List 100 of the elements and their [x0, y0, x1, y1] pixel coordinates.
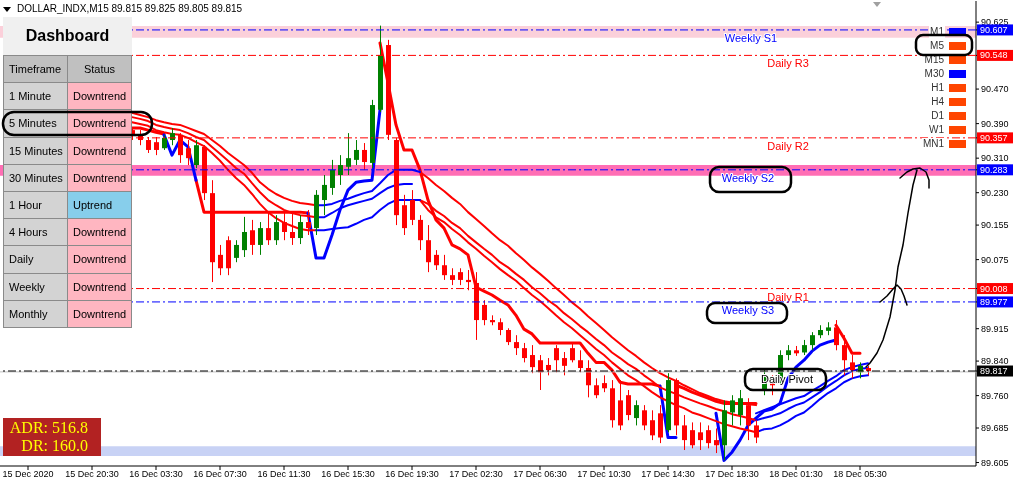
candlestick — [570, 341, 575, 363]
candlestick — [554, 344, 559, 373]
candlestick — [410, 189, 415, 226]
candlestick — [594, 377, 599, 399]
category-label: 1 Hour — [3, 191, 68, 220]
ref-line-label: Daily R2 — [767, 139, 809, 152]
candlestick — [698, 421, 703, 451]
candlestick — [562, 351, 567, 376]
candlestick — [330, 159, 335, 196]
x-tick-label: 15 Dec 20:30 — [65, 469, 119, 480]
y-tick-label: 90.310 — [981, 153, 1009, 164]
candlestick — [290, 212, 295, 246]
annotation: Downtrend — [67, 163, 132, 192]
x-tick-label: 17 Dec 10:30 — [577, 469, 631, 480]
category-label: 5 Minutes — [3, 109, 68, 138]
annotation: Downtrend — [67, 299, 132, 328]
candlestick — [194, 139, 199, 169]
candlestick — [322, 174, 327, 216]
category-label: 30 Minutes — [3, 163, 68, 192]
category-label: M30 — [923, 67, 945, 80]
candlestick — [234, 239, 239, 263]
candlestick — [650, 409, 655, 441]
candlestick — [642, 404, 647, 431]
candlestick — [442, 254, 447, 281]
x-tick-label: 16 Dec 19:30 — [385, 469, 439, 480]
candlestick — [706, 424, 711, 449]
candlestick — [274, 214, 279, 246]
y-tick-label: 90.155 — [981, 220, 1009, 231]
candlestick — [266, 211, 271, 246]
category-label: 15 Minutes — [3, 136, 68, 165]
category-label: 1 Minute — [3, 82, 68, 111]
annotation: DR: 160.0 — [20, 437, 88, 455]
y-tick-label: 90.470 — [981, 84, 1009, 95]
y-tick-label: 90.283 — [980, 164, 1008, 175]
annotation: Downtrend — [67, 272, 132, 301]
y-tick-label: 90.548 — [980, 50, 1008, 61]
category-label: 4 Hours — [3, 218, 68, 247]
candlestick — [514, 334, 519, 356]
candlestick — [402, 194, 407, 236]
y-tick-label: 90.357 — [980, 132, 1008, 143]
candlestick — [258, 221, 263, 256]
category-label: W1 — [928, 124, 945, 137]
candlestick — [242, 216, 247, 258]
annotation: ADR: 516.8 — [8, 419, 88, 437]
candlestick — [730, 394, 735, 426]
x-tick-label: 18 Dec 01:30 — [769, 469, 823, 480]
y-tick-label: 90.008 — [980, 283, 1008, 294]
category-label: MN1 — [921, 138, 945, 151]
candlestick — [250, 219, 255, 256]
y-tick-label: 89.977 — [980, 296, 1008, 307]
candlestick — [850, 354, 855, 379]
y-tick-label: 90.390 — [981, 118, 1009, 129]
candlestick — [626, 389, 631, 421]
chart-title: DOLLAR_INDX,M15 89.815 89.825 89.805 89.815 — [17, 3, 243, 15]
text: Timeframe — [3, 55, 68, 84]
candlestick — [346, 132, 351, 176]
x-tick-label: 17 Dec 06:30 — [513, 469, 567, 480]
candlestick — [298, 214, 303, 245]
candlestick — [434, 249, 439, 271]
annotation: Downtrend — [67, 245, 132, 274]
category-label: H1 — [930, 81, 945, 94]
candlestick — [354, 139, 359, 166]
x-tick-label: 17 Dec 18:30 — [705, 469, 759, 480]
candlestick — [282, 211, 287, 241]
x-tick-label: 17 Dec 02:30 — [449, 469, 503, 480]
candlestick — [714, 427, 719, 454]
ref-line-label: Weekly S3 — [721, 303, 775, 316]
ref-line-label: Weekly S1 — [724, 31, 778, 44]
y-tick-label: 90.607 — [980, 24, 1008, 35]
y-tick-label: 89.760 — [981, 390, 1009, 401]
category-label: Daily — [3, 245, 68, 274]
x-tick-label: 15 Dec 2020 — [2, 469, 54, 480]
y-tick-label: 90.230 — [981, 187, 1009, 198]
x-tick-label: 18 Dec 05:30 — [833, 469, 887, 480]
x-tick-label: 16 Dec 15:30 — [321, 469, 375, 480]
text: Dashboard — [3, 17, 132, 55]
candlestick — [834, 319, 839, 351]
x-tick-label: 17 Dec 14:30 — [641, 469, 695, 480]
x-tick-label: 16 Dec 07:30 — [193, 469, 247, 480]
candlestick — [634, 399, 639, 426]
candlestick — [218, 244, 223, 276]
candlestick — [338, 154, 343, 186]
x-tick-label: 16 Dec 03:30 — [129, 469, 183, 480]
ref-line-label: Weekly S2 — [721, 171, 775, 184]
category-label: Monthly — [3, 299, 68, 328]
category-label: H4 — [930, 96, 945, 108]
candlestick — [418, 214, 423, 251]
y-tick-label: 89.840 — [981, 356, 1009, 367]
annotation: Downtrend — [67, 136, 132, 165]
candlestick — [522, 342, 527, 363]
y-tick-label: 89.685 — [981, 423, 1009, 434]
candlestick — [362, 142, 367, 171]
candlestick — [842, 334, 847, 376]
candlestick — [426, 224, 431, 273]
candlestick — [682, 414, 687, 451]
category-label: Weekly — [3, 272, 68, 301]
ref-line-label: Daily R3 — [767, 57, 809, 70]
annotation: Downtrend — [67, 109, 132, 138]
candlestick — [482, 299, 487, 326]
ref-line-label: Daily R1 — [767, 290, 809, 303]
